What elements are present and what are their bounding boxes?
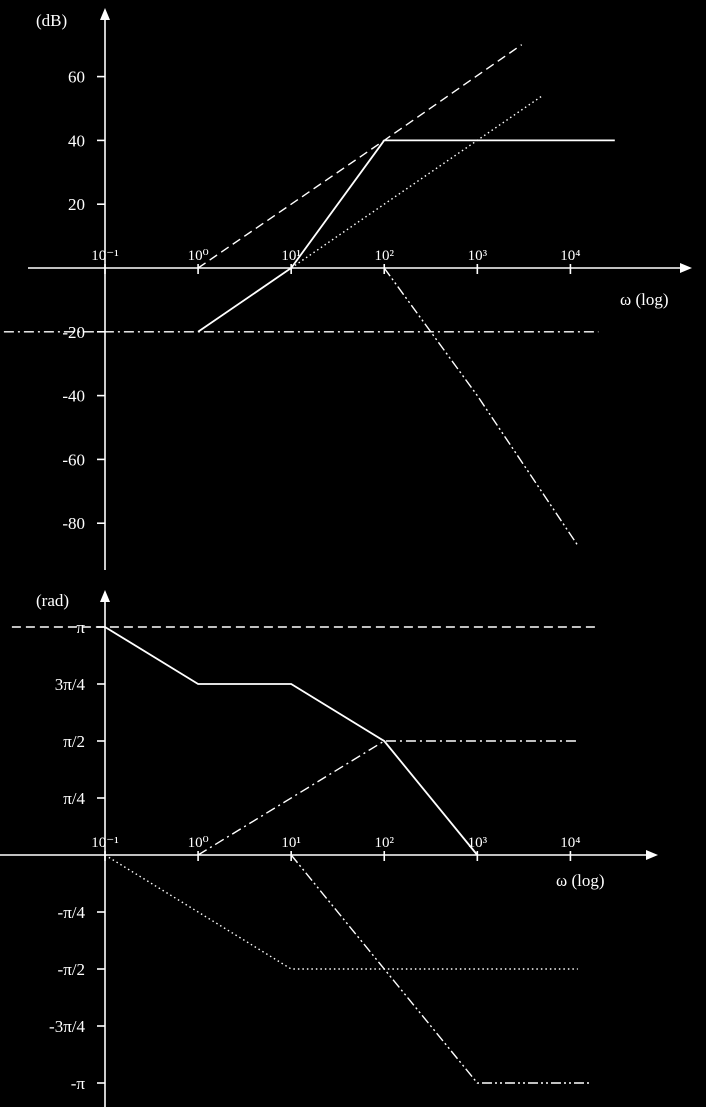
phase-series-solid-line — [104, 626, 478, 856]
phase-y-tick-label: -π/2 — [58, 960, 85, 979]
phase-y-arrow — [100, 590, 110, 602]
phase-y-tick-label: 3π/4 — [55, 675, 86, 694]
magnitude-y-tick-label: -60 — [62, 450, 85, 469]
phase-y-tick-label: -π — [71, 1074, 86, 1093]
magnitude-y-tick-label: 20 — [68, 195, 85, 214]
phase-x-tick-label: 10⁻¹ — [91, 835, 118, 851]
phase-x-arrow — [646, 850, 658, 860]
magnitude-y-arrow — [100, 8, 110, 20]
magnitude-x-tick-label: 10¹ — [281, 248, 301, 264]
phase-series-dashdot-line — [197, 740, 578, 856]
magnitude-series-dashdotdot-line — [383, 267, 579, 546]
magnitude-y-tick-label: -40 — [62, 387, 85, 406]
phase-x-label: ω (log) — [556, 871, 605, 890]
magnitude-x-tick-label: 10³ — [468, 248, 488, 264]
magnitude-y-label: (dB) — [36, 11, 67, 30]
phase-y-tick-label: π/4 — [63, 789, 85, 808]
magnitude-y-tick-label: 40 — [68, 131, 85, 150]
magnitude-y-tick-label: -80 — [62, 514, 85, 533]
magnitude-series-solid-line — [197, 139, 615, 333]
magnitude-x-label: ω (log) — [620, 290, 669, 309]
phase-y-tick-label: π/2 — [63, 732, 85, 751]
magnitude-series-dashed-line — [197, 44, 523, 269]
phase-x-tick-label: 10² — [374, 835, 394, 851]
phase-x-tick-label: 10¹ — [281, 835, 301, 851]
magnitude-x-tick-label: 10⁴ — [560, 248, 580, 264]
phase-series-dotted-line — [104, 854, 578, 970]
phase-panel: (rad) ω (log) π 3π/4 π/2 π/4 -π/4 -π/2 -3π/4 -π 10… — [0, 590, 658, 1107]
phase-x-tick-label: 10³ — [468, 835, 488, 851]
magnitude-x-tick-label: 10⁻¹ — [91, 248, 118, 264]
magnitude-x-tick-label: 10⁰ — [188, 248, 209, 264]
phase-x-tick-label: 10⁴ — [560, 835, 580, 851]
phase-y-label: (rad) — [36, 591, 69, 610]
magnitude-series-dotted-line — [290, 95, 543, 269]
phase-series-dashdotdot-line — [290, 854, 590, 1084]
phase-x-tick-label: 10⁰ — [188, 835, 209, 851]
phase-y-tick-label: -3π/4 — [49, 1017, 85, 1036]
magnitude-x-tick-label: 10² — [374, 248, 394, 264]
phase-y-tick-label: π — [76, 618, 85, 637]
magnitude-y-tick-label: 60 — [68, 68, 85, 87]
phase-y-tick-label: -π/4 — [58, 903, 86, 922]
magnitude-x-arrow — [680, 263, 692, 273]
